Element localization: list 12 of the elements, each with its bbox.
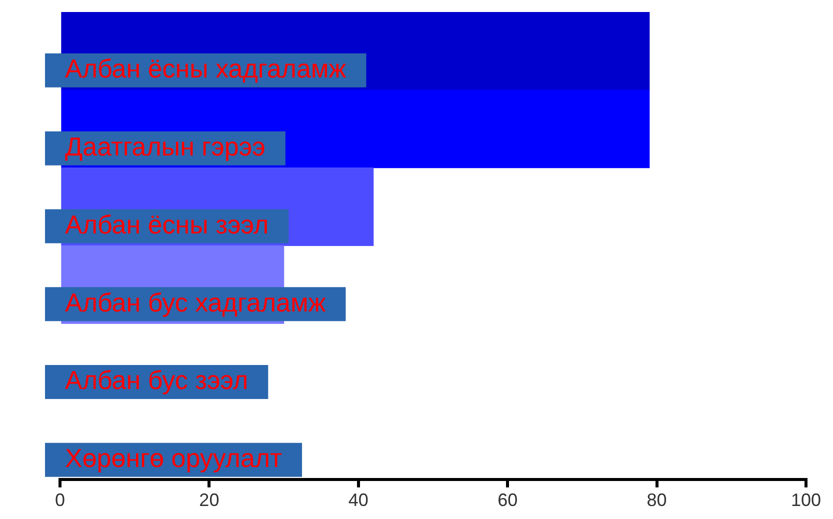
y-tick-label: Албан бус зээл [65, 365, 248, 396]
y-tick-label: Даатгалын гэрээ [65, 131, 266, 162]
x-tick-label: 40 [348, 490, 368, 510]
x-tick-label: 100 [790, 490, 822, 510]
x-tick-label: 0 [54, 490, 66, 510]
y-tick-label: Хөрөнгө оруулалт [65, 443, 282, 474]
y-tick-label: Албан ёсны хадгаламж [65, 54, 347, 84]
x-tick-label: 60 [498, 490, 518, 510]
y-tick-label: Албан бус хадгаламж [65, 287, 326, 318]
x-tick-label: 80 [646, 490, 667, 510]
x-tick-label: 20 [199, 490, 220, 510]
y-tick-label: Албан ёсны зээл [65, 209, 269, 240]
